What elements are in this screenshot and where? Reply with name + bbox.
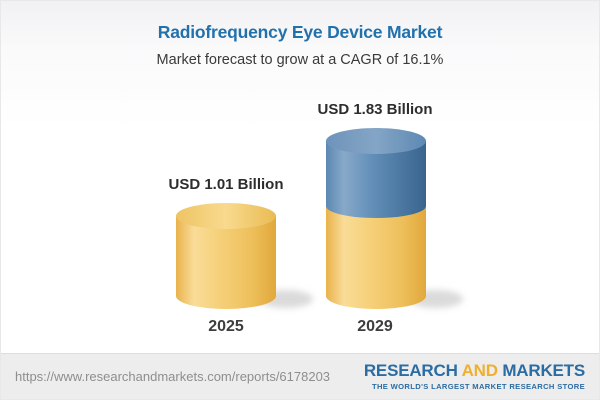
cylinder-2029-base <box>326 206 426 309</box>
category-label-2025: 2025 <box>208 318 244 335</box>
logo-word-research: RESEARCH <box>363 360 458 380</box>
research-and-markets-logo: RESEARCH AND MARKETS THE WORLD'S LARGEST… <box>363 360 585 391</box>
logo-word-and: AND <box>461 360 498 380</box>
category-label-2029: 2029 <box>357 318 393 335</box>
logo-wordmark: RESEARCH AND MARKETS <box>363 360 585 381</box>
logo-tagline: THE WORLD'S LARGEST MARKET RESEARCH STOR… <box>371 381 585 391</box>
footer-bar: https://www.researchandmarkets.com/repor… <box>1 353 599 399</box>
report-url: https://www.researchandmarkets.com/repor… <box>15 369 331 384</box>
chart-title: Radiofrequency Eye Device Market <box>157 22 443 42</box>
chart-subtitle: Market forecast to grow at a CAGR of 16.… <box>156 52 444 68</box>
logo-word-markets: MARKETS <box>502 360 585 380</box>
cylinder-2029-growth <box>326 128 426 218</box>
value-label-2029: USD 1.83 Billion <box>317 101 433 118</box>
value-label-2025: USD 1.01 Billion <box>168 176 284 193</box>
chart-header: Radiofrequency Eye Device Market Market … <box>1 1 599 68</box>
cylinder-2025 <box>176 203 276 309</box>
